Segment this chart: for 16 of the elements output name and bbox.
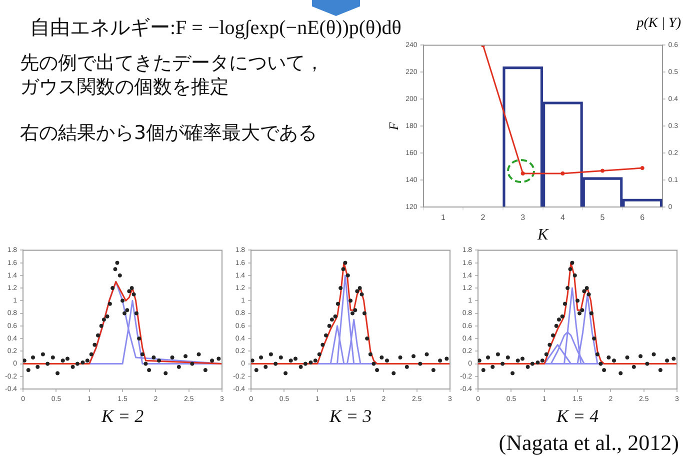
text: 先の例で出てきたデータについて，ガウス関数の個数を推定 xyxy=(20,52,325,100)
x-tick-label: 1 xyxy=(440,213,446,222)
x-tick-label: 2 xyxy=(480,213,486,222)
text: 右の結果から3個が確率最大である xyxy=(20,122,318,146)
text: 自由エネルギー:F = −log∫exp(−nE(θ))p(θ)dθ xyxy=(30,16,402,41)
y2-axis-title: p(K | Y) xyxy=(636,16,681,32)
x-tick-label: 4 xyxy=(560,213,566,222)
x-axis-title: K xyxy=(536,226,550,244)
x-tick-label: 3 xyxy=(520,213,526,222)
x-tick-label: 6 xyxy=(640,213,646,222)
y-axis-title: F xyxy=(386,121,402,132)
text: (Nagata et al., 2012) xyxy=(498,430,679,456)
x-axis-title: K = 2 xyxy=(100,406,144,426)
x-tick-label: 5 xyxy=(600,213,606,222)
x-axis-title: K = 4 xyxy=(555,406,599,426)
x-axis-title: K = 3 xyxy=(328,406,372,426)
